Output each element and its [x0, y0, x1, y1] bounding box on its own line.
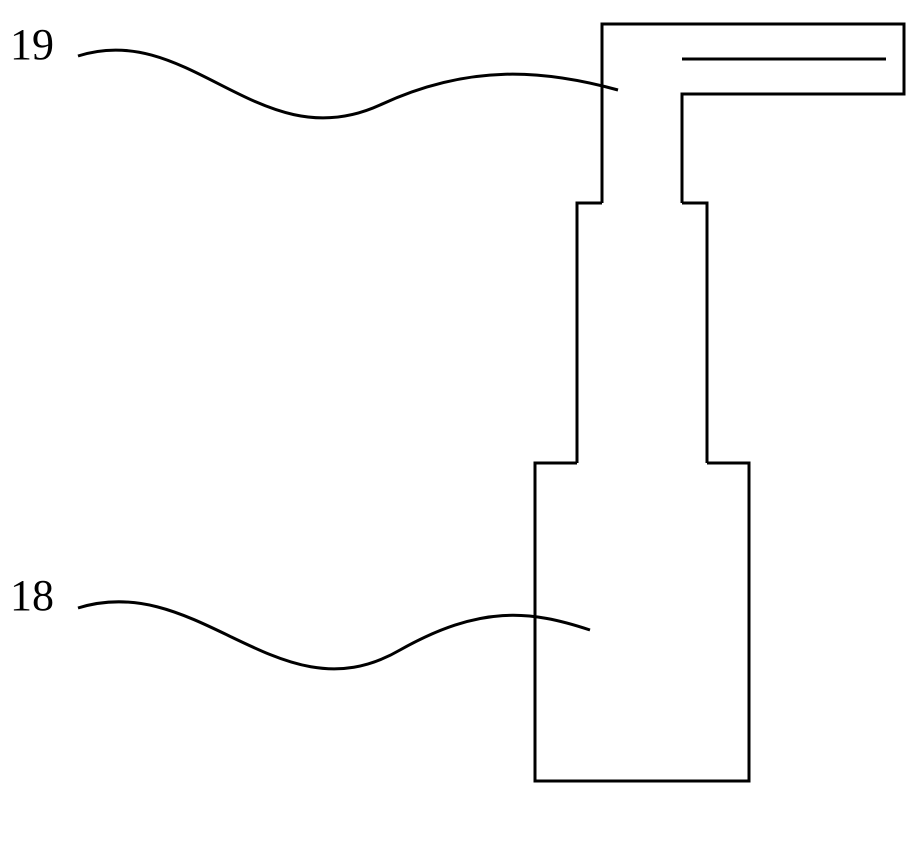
middle-sleeve-right: [682, 203, 707, 463]
leader-lines: [78, 50, 618, 669]
callout-labels: 1918: [10, 20, 54, 620]
spout-outline: [602, 24, 904, 203]
spout-vertical: [602, 24, 682, 203]
middle-sleeve-left: [577, 203, 602, 463]
telescoping-spout-assembly: [535, 24, 904, 781]
leader-18: [78, 602, 590, 669]
label-18: 18: [10, 571, 54, 620]
label-19: 19: [10, 20, 54, 69]
figure-svg: 1918: [0, 0, 921, 846]
leader-19: [78, 50, 618, 118]
